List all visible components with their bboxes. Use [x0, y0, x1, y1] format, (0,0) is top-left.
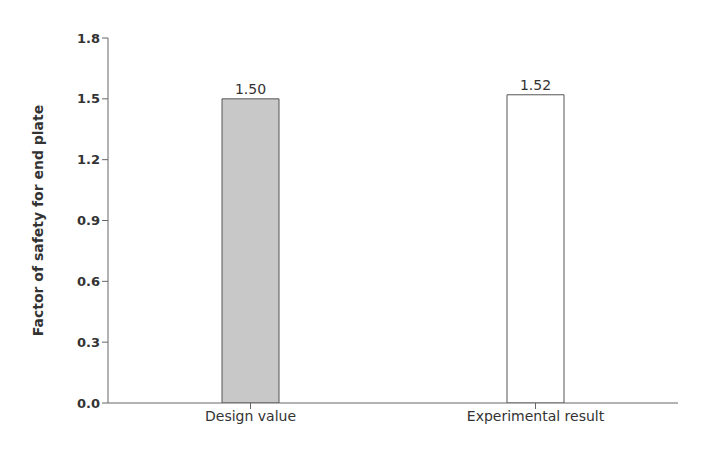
svg-text:0.9: 0.9 — [77, 213, 100, 228]
svg-text:1.50: 1.50 — [235, 81, 266, 97]
svg-text:1.2: 1.2 — [77, 152, 100, 167]
svg-text:1.8: 1.8 — [77, 31, 100, 46]
svg-text:Design value: Design value — [205, 408, 296, 424]
svg-text:0.0: 0.0 — [77, 396, 100, 411]
svg-text:0.6: 0.6 — [77, 274, 100, 289]
svg-text:1.5: 1.5 — [77, 91, 100, 106]
svg-text:Experimental result: Experimental result — [467, 408, 605, 424]
svg-text:1.52: 1.52 — [520, 77, 551, 93]
svg-text:Factor of safety for end plate: Factor of safety for end plate — [30, 105, 46, 337]
svg-text:0.3: 0.3 — [77, 335, 100, 350]
